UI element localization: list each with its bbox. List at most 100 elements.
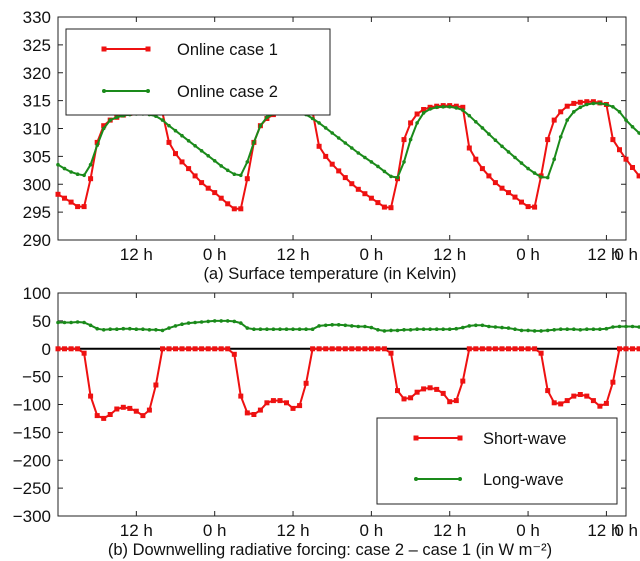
data-point-online-case-1 — [381, 204, 387, 210]
data-point-long-wave — [75, 320, 80, 324]
data-point-long-wave — [591, 327, 596, 332]
data-point-long-wave — [558, 327, 563, 332]
data-point-online-case-2 — [376, 164, 380, 169]
x-tick-label: 12 h — [587, 521, 620, 540]
data-point-online-case-2 — [160, 118, 165, 122]
y-tick-label: 305 — [23, 147, 51, 166]
data-point-long-wave — [225, 319, 230, 323]
data-point-short-wave — [362, 346, 368, 352]
data-point-long-wave — [128, 326, 132, 331]
x-tick-label: 0 h — [614, 245, 638, 264]
data-point-online-case-2 — [108, 118, 112, 122]
y-tick-label: −300 — [13, 507, 51, 526]
data-point-online-case-2 — [62, 166, 67, 171]
data-point-online-case-1 — [75, 204, 81, 210]
data-point-long-wave — [350, 324, 354, 328]
data-point-short-wave — [238, 393, 244, 399]
data-point-online-case-2 — [480, 126, 485, 130]
data-point-short-wave — [120, 404, 126, 410]
data-point-online-case-2 — [75, 172, 80, 176]
data-point-long-wave — [206, 319, 210, 324]
data-point-short-wave — [395, 388, 400, 394]
data-point-long-wave — [441, 327, 446, 332]
data-point-short-wave — [88, 393, 94, 399]
data-point-online-case-1 — [101, 123, 107, 129]
legend-box-b — [376, 417, 618, 505]
data-point-short-wave — [81, 350, 87, 356]
legend-label-short-wave: Short-wave — [483, 430, 566, 448]
data-point-short-wave — [316, 346, 322, 352]
data-point-long-wave — [115, 327, 119, 332]
data-point-short-wave — [342, 346, 348, 352]
data-point-long-wave — [532, 329, 537, 333]
data-point-short-wave — [630, 346, 635, 352]
x-tick-label: 12 h — [276, 521, 309, 540]
data-point-online-case-2 — [265, 115, 269, 120]
data-point-online-case-2 — [428, 107, 432, 111]
data-point-short-wave — [284, 400, 289, 406]
data-point-online-case-2 — [487, 132, 491, 136]
data-point-long-wave — [232, 319, 237, 324]
data-point-online-case-1 — [355, 186, 361, 192]
data-point-long-wave — [239, 321, 243, 325]
data-point-online-case-1 — [499, 185, 505, 191]
data-point-short-wave — [414, 389, 420, 395]
data-point-online-case-1 — [577, 99, 583, 105]
data-point-long-wave — [461, 325, 465, 330]
data-point-long-wave — [297, 327, 302, 332]
data-point-short-wave — [160, 346, 165, 352]
data-point-long-wave — [304, 327, 308, 332]
data-point-online-case-2 — [193, 144, 197, 148]
data-point-short-wave — [179, 346, 185, 352]
data-point-long-wave — [310, 327, 315, 332]
data-point-online-case-2 — [115, 115, 119, 120]
data-point-long-wave — [585, 327, 589, 332]
data-point-short-wave — [538, 350, 544, 356]
data-point-online-case-2 — [461, 108, 465, 112]
caption-b: (b) Downwelling radiative forcing: case … — [108, 541, 552, 559]
legend-marker-online-case-1 — [101, 46, 107, 52]
data-point-online-case-2 — [474, 120, 478, 124]
data-point-short-wave — [192, 346, 198, 352]
y-tick-label: −150 — [13, 423, 51, 442]
data-point-long-wave — [539, 329, 543, 333]
data-point-online-case-1 — [173, 151, 178, 157]
data-point-online-case-2 — [552, 157, 556, 161]
data-point-long-wave — [88, 323, 93, 328]
data-point-online-case-1 — [323, 153, 329, 159]
data-point-short-wave — [499, 346, 505, 352]
data-point-online-case-1 — [316, 143, 322, 149]
data-point-online-case-2 — [317, 121, 321, 125]
data-point-long-wave — [330, 323, 335, 327]
legend-marker-long-wave — [414, 477, 418, 481]
data-point-online-case-2 — [402, 160, 406, 164]
data-point-long-wave — [212, 319, 217, 323]
data-point-online-case-2 — [239, 173, 243, 178]
y-tick-label: 290 — [23, 231, 51, 250]
data-point-short-wave — [114, 406, 120, 412]
data-point-long-wave — [506, 326, 511, 330]
legend-label-online-case-1: Online case 1 — [177, 41, 278, 59]
data-point-short-wave — [277, 398, 283, 404]
data-point-long-wave — [101, 328, 106, 332]
data-point-online-case-2 — [69, 170, 73, 174]
x-tick-label: 0 h — [516, 245, 540, 264]
data-point-short-wave — [310, 346, 316, 352]
data-point-online-case-1 — [421, 107, 427, 112]
data-point-online-case-2 — [447, 105, 452, 109]
data-point-online-case-1 — [336, 168, 342, 174]
data-point-long-wave — [336, 323, 341, 327]
data-point-online-case-2 — [95, 143, 99, 147]
data-point-short-wave — [381, 346, 387, 352]
data-point-short-wave — [525, 346, 531, 352]
data-point-short-wave — [323, 346, 329, 352]
data-point-short-wave — [564, 398, 570, 404]
data-point-long-wave — [578, 328, 583, 332]
series-group-b — [55, 319, 640, 421]
data-point-online-case-1 — [199, 180, 205, 186]
data-point-long-wave — [637, 325, 640, 329]
y-tick-label: 295 — [23, 203, 51, 222]
y-axis-ticks-a: 290 295 300 305 310 315 320 325 330 — [23, 8, 626, 250]
data-point-long-wave — [186, 321, 191, 325]
